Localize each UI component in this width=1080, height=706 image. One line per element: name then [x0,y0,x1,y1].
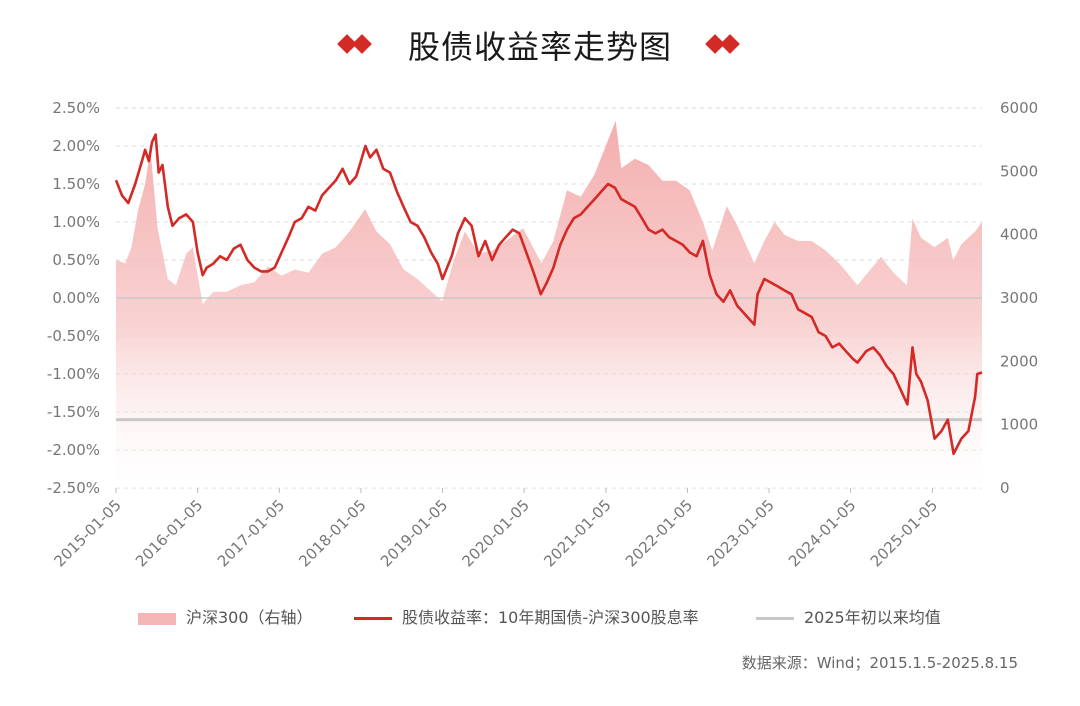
right-diamond-icon [705,34,743,56]
legend-item-hs300: 沪深300（右轴） [138,604,313,628]
left-tick-label: 0.00% [52,289,100,307]
hs300-area-layer [116,120,982,488]
legend-mean-swatch [756,617,794,620]
left-tick-label: -1.50% [47,403,100,421]
left-tick-label: -0.50% [47,327,100,345]
right-axis-labels: 6000 5000 4000 3000 2000 1000 0 [1000,99,1038,497]
legend-label-yield: 股债收益率：10年期国债-沪深300股息率 [402,608,699,627]
chart-title-block: 股债收益率走势图 [0,22,1080,68]
legend-label-mean: 2025年初以来均值 [804,608,941,627]
left-tick-label: -2.00% [47,441,100,459]
left-tick-label: -1.00% [47,365,100,383]
left-tick-label: -2.50% [47,479,100,497]
legend: 沪深300（右轴） 股债收益率：10年期国债-沪深300股息率 2025年初以来… [0,604,1080,630]
data-source: 数据来源：Wind；2015.1.5-2025.8.15 [741,654,1018,672]
x-axis-labels: 2015-01-05 2016-01-05 2017-01-05 2018-01-05… [50,488,941,570]
left-tick-label: 1.50% [52,175,100,193]
left-tick-label: 0.50% [52,251,100,269]
right-tick-label: 5000 [1000,162,1038,180]
yield-line-layer [114,133,983,456]
right-tick-label: 4000 [1000,226,1038,244]
legend-item-mean: 2025年初以来均值 [756,604,941,628]
left-tick-label: 1.00% [52,213,100,231]
left-axis-labels: 2.50% 2.00% 1.50% 1.00% 0.50% 0.00% -0.50% -1.0… [47,99,100,497]
legend-item-yield: 股债收益率：10年期国债-沪深300股息率 [354,604,699,628]
left-tick-label: 2.50% [52,99,100,117]
x-tick-label: 2017-01-05 [214,496,288,570]
hs300-area [116,120,982,488]
x-tick-label: 2020-01-05 [459,496,533,570]
x-tick-label: 2016-01-05 [132,496,206,570]
x-tick-label: 2018-01-05 [295,496,369,570]
x-tick-label: 2019-01-05 [377,496,451,570]
right-tick-label: 0 [1000,479,1010,497]
left-diamond-icon [336,34,375,56]
legend-line-swatch [354,617,392,620]
x-tick-label: 2021-01-05 [540,496,614,570]
x-tick-label: 2015-01-05 [50,496,124,570]
legend-area-swatch [138,612,176,625]
right-tick-label: 6000 [1000,99,1038,117]
x-tick-label: 2023-01-05 [703,496,777,570]
chart-title: 股债收益率走势图 [407,28,672,66]
yield-line [114,133,983,456]
right-tick-label: 2000 [1000,352,1038,370]
right-tick-label: 3000 [1000,289,1038,307]
x-tick-label: 2025-01-05 [867,496,941,570]
left-tick-label: 2.00% [52,137,100,155]
x-tick-label: 2022-01-05 [622,496,696,570]
legend-label-hs300: 沪深300（右轴） [186,608,313,627]
x-tick-label: 2024-01-05 [785,496,859,570]
right-tick-label: 1000 [1000,416,1038,434]
